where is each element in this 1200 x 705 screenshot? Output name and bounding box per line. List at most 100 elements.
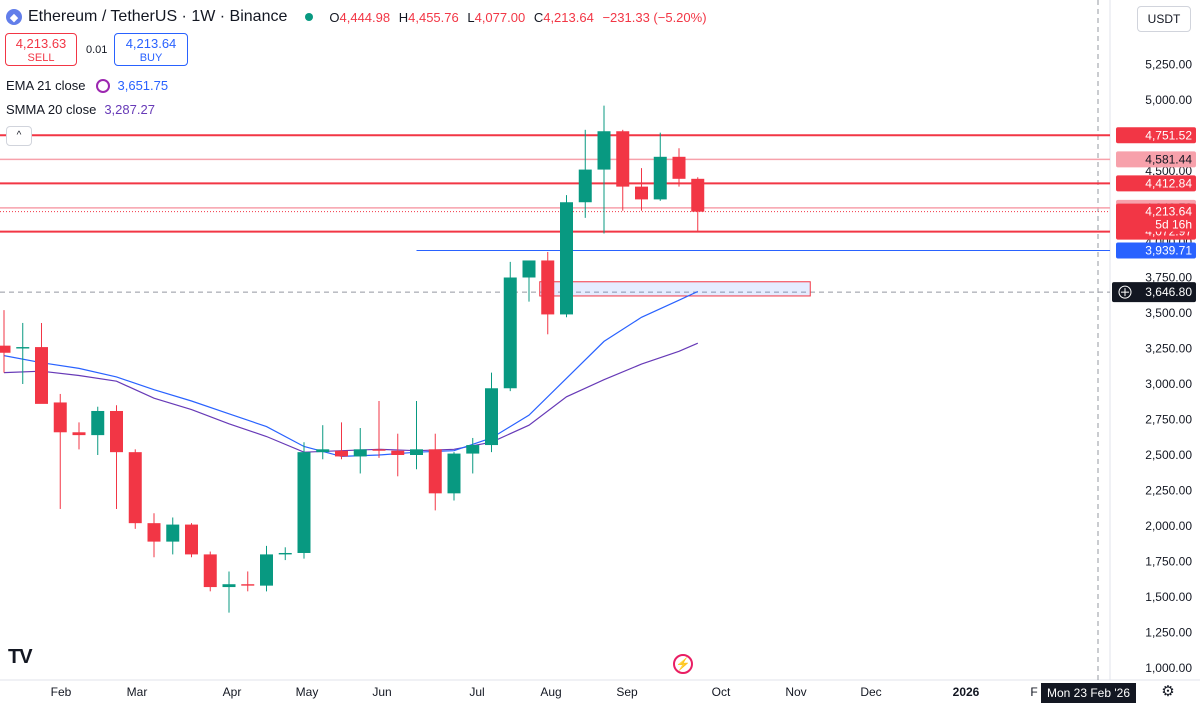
candle-body-down [53, 402, 67, 433]
y-tick-label: 1,500.00 [1145, 590, 1192, 604]
y-tick-label: 3,250.00 [1145, 342, 1192, 356]
current-price-label-bg [1116, 203, 1196, 232]
level-price-label: 4,412.84 [1145, 176, 1192, 190]
candle-body-down [128, 452, 142, 524]
x-tick-label: May [296, 685, 319, 699]
current-price-label: 4,213.64 [1145, 205, 1192, 219]
level-price-label-bg [1116, 151, 1196, 168]
y-tick-label: 1,000.00 [1145, 661, 1192, 675]
x-tick-label: 2026 [953, 685, 980, 699]
close-label: C [533, 9, 544, 25]
candle-body-up [466, 445, 480, 454]
y-tick-label: 4,500.00 [1145, 164, 1192, 178]
smma-indicator-legend[interactable]: SMMA 20 close 3,287.27 [6, 102, 155, 117]
low-label: L [467, 9, 475, 25]
candle-body-up [578, 169, 592, 203]
x-tick-label: Dec [860, 685, 881, 699]
x-tick-label: Feb [51, 685, 72, 699]
high-value: 4,455.76 [408, 9, 459, 25]
x-tick-label: Sep [616, 685, 638, 699]
candle-body-up [260, 554, 273, 586]
sell-button[interactable]: 4,213.63 SELL [5, 33, 77, 66]
candle-body-down [110, 410, 123, 453]
candle-body-down [616, 131, 630, 187]
buy-button[interactable]: 4,213.64 BUY [114, 33, 188, 66]
ema-indicator-legend[interactable]: EMA 21 close 3,651.75 [6, 78, 168, 93]
y-tick-label: 2,000.00 [1145, 519, 1192, 533]
crosshair-price-label: 3,646.80 [1145, 285, 1192, 299]
candle-body-down [72, 432, 86, 436]
candle-body-up [316, 449, 330, 453]
candle-body-down [203, 554, 217, 588]
candle-body-down [428, 449, 442, 494]
y-tick-label: 2,500.00 [1145, 448, 1192, 462]
spread-value: 0.01 [86, 44, 108, 56]
ethereum-logo-icon: ◆ [6, 9, 22, 25]
candle-body-up [91, 410, 105, 436]
ohlc-values: O4,444.98 H4,455.76 L4,077.00 C4,213.64 … [329, 10, 706, 25]
blue-level-price-label: 3,939.71 [1145, 244, 1192, 258]
crosshair-date-label: Mon 23 Feb '26 [1041, 683, 1136, 703]
candle-body-up [447, 453, 461, 494]
y-tick-label: 3,750.00 [1145, 271, 1192, 285]
symbol-legend: ◆ Ethereum / TetherUS · 1W · Binance O4,… [6, 8, 707, 26]
candle-body-down [147, 523, 161, 542]
ema-value: 3,651.75 [117, 78, 169, 93]
crosshair-price-bg [1112, 282, 1196, 303]
support-zone-box [539, 281, 811, 297]
candle-body-up [166, 524, 180, 542]
y-tick-label: 1,250.00 [1145, 626, 1192, 640]
y-tick-label: 3,500.00 [1145, 306, 1192, 320]
smma-value: 3,287.27 [104, 102, 155, 117]
candle-body-up [597, 131, 611, 170]
buy-price: 4,213.64 [125, 36, 177, 51]
candle-body-down [635, 186, 648, 200]
low-value: 4,077.00 [474, 9, 526, 25]
current-price-label-countdown: 5d 16h [1155, 218, 1192, 232]
x-tick-label: Oct [712, 685, 731, 699]
y-tick-label: 2,750.00 [1145, 413, 1192, 427]
ema-label: EMA 21 close [6, 78, 86, 93]
open-value: 4,444.98 [339, 9, 391, 25]
candle-body-down [35, 347, 48, 404]
y-tick-label: 5,250.00 [1145, 58, 1192, 72]
open-label: O [329, 9, 340, 25]
high-label: H [398, 9, 409, 25]
chevron-up-icon: ^ [16, 130, 22, 141]
plus-circle-icon [1118, 285, 1132, 299]
candle-body-up [16, 347, 30, 349]
close-value: 4,213.64 [543, 9, 594, 25]
candle-body-down [185, 524, 198, 555]
y-tick-label: 5,000.00 [1145, 93, 1192, 107]
candle-body-up [653, 156, 667, 200]
level-price-label-bg [1116, 175, 1196, 192]
y-tick-label: 2,250.00 [1145, 484, 1192, 498]
x-tick-label: F [1030, 685, 1037, 699]
buy-label: BUY [139, 52, 163, 64]
change-value: −231.33 (−5.20%) [602, 9, 707, 25]
market-status-icon [305, 13, 314, 21]
symbol-title[interactable]: Ethereum / TetherUS · 1W · Binance [28, 8, 288, 25]
candle-body-down [0, 345, 11, 353]
y-tick-label: 1,750.00 [1145, 555, 1192, 569]
candle-body-down [335, 450, 348, 457]
currency-selector[interactable]: USDT [1137, 6, 1191, 32]
candle-body-up [222, 584, 236, 588]
smma-label: SMMA 20 close [6, 102, 97, 117]
candle-body-down [372, 449, 386, 451]
x-tick-label: Apr [223, 685, 242, 699]
tradingview-logo-icon[interactable]: TV [8, 646, 33, 668]
flash-icon[interactable]: ⚡ [673, 654, 693, 674]
y-tick-label: 3,000.00 [1145, 377, 1192, 391]
loading-cycle-icon [95, 78, 110, 93]
candle-body-up [503, 277, 517, 389]
candle-body-up [278, 552, 292, 555]
x-tick-label: Nov [785, 685, 806, 699]
candle-body-down [541, 260, 555, 315]
candle-body-up [485, 388, 498, 446]
gear-icon[interactable]: ⚙ [1161, 683, 1175, 700]
x-tick-label: Aug [540, 685, 561, 699]
level-price-label-bg [1116, 127, 1196, 144]
collapse-legend-button[interactable]: ^ [6, 126, 32, 146]
